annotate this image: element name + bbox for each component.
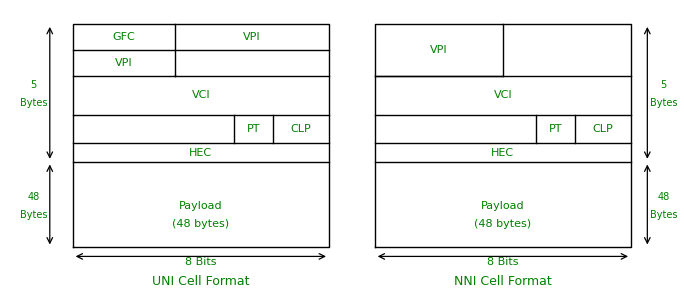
Text: VPI: VPI: [244, 32, 261, 42]
Text: 5: 5: [661, 80, 667, 90]
Text: GFC: GFC: [113, 32, 135, 42]
Text: 48: 48: [657, 192, 670, 202]
Text: VPI: VPI: [430, 45, 447, 55]
Text: HEC: HEC: [189, 148, 213, 158]
Text: (48 bytes): (48 bytes): [474, 219, 531, 229]
Text: Bytes: Bytes: [20, 210, 47, 220]
Text: 8 Bits: 8 Bits: [487, 257, 518, 267]
Text: Payload: Payload: [481, 201, 525, 211]
Text: Bytes: Bytes: [650, 210, 678, 220]
Text: Bytes: Bytes: [20, 98, 47, 108]
Text: HEC: HEC: [491, 148, 514, 158]
Text: PT: PT: [246, 124, 260, 134]
Text: 48: 48: [27, 192, 40, 202]
Text: VCI: VCI: [192, 91, 210, 101]
Text: NNI Cell Format: NNI Cell Format: [454, 275, 552, 288]
Text: Bytes: Bytes: [650, 98, 678, 108]
Text: 8 Bits: 8 Bits: [185, 257, 217, 267]
Text: PT: PT: [549, 124, 562, 134]
Text: VCI: VCI: [494, 91, 512, 101]
Text: CLP: CLP: [290, 124, 311, 134]
Text: (48 bytes): (48 bytes): [172, 219, 229, 229]
Text: 5: 5: [30, 80, 36, 90]
Text: CLP: CLP: [592, 124, 613, 134]
Text: VPI: VPI: [115, 58, 133, 68]
Text: UNI Cell Format: UNI Cell Format: [152, 275, 250, 288]
Text: Payload: Payload: [179, 201, 222, 211]
